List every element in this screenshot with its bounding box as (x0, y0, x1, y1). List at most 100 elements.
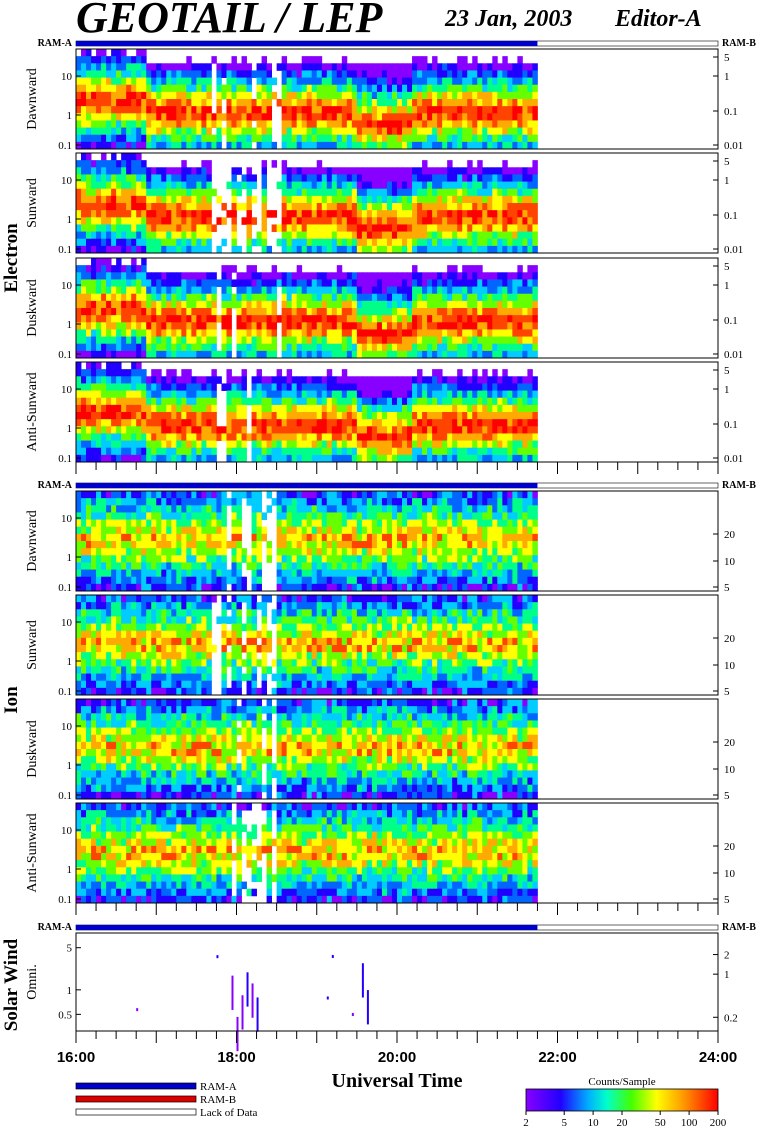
spectrogram-cell (407, 440, 413, 449)
spectrogram-cell (391, 343, 398, 352)
spectrogram-cell (241, 174, 247, 182)
spectrogram-cell (141, 258, 147, 266)
spectrogram-cell (151, 224, 157, 232)
spectrogram-cell (196, 562, 202, 570)
spectrogram-cell (492, 188, 498, 197)
spectrogram-cell (161, 113, 167, 121)
spectrogram-cell (311, 300, 318, 309)
spectrogram-cell (427, 293, 433, 302)
spectrogram-cell (196, 63, 202, 71)
spectrogram-cell (246, 167, 252, 175)
spectrogram-cell (111, 174, 117, 182)
spectrogram-cell (221, 350, 227, 359)
spectrogram-cell (301, 217, 308, 225)
spectrogram-cell (246, 300, 252, 309)
spectrogram-cell (422, 279, 428, 287)
spectrogram-cell (126, 224, 132, 232)
spectrogram-cell (351, 224, 358, 232)
spectrogram-cell (412, 84, 418, 93)
spectrogram-cell (306, 238, 313, 247)
spectrogram-cell (527, 376, 533, 384)
spectrogram-cell (191, 106, 197, 114)
spectrogram-cell (196, 336, 202, 345)
spectrogram-cell (311, 322, 318, 330)
spectrogram-cell (156, 329, 162, 337)
spectrogram-cell (502, 390, 508, 399)
spectrogram-cell (151, 84, 157, 93)
spectrogram-cell (321, 343, 328, 352)
spectrogram-cell (171, 447, 177, 456)
spectrogram-cell (527, 245, 533, 254)
spectrogram-cell (351, 293, 358, 302)
spectrogram-cell (412, 91, 418, 100)
spectrogram-cell (281, 322, 288, 330)
spectrogram-cell (166, 533, 172, 542)
spectrogram-cell (206, 167, 212, 175)
spectrogram-cell (136, 322, 142, 330)
spectrogram-cell (281, 286, 288, 295)
spectrogram-cell (442, 120, 448, 128)
spectrogram-cell (116, 329, 122, 337)
spectrogram-cell (86, 369, 92, 377)
spectrogram-cell (472, 412, 478, 420)
spectrogram-cell (336, 167, 343, 175)
spectrogram-cell (256, 412, 262, 420)
spectrogram-cell (487, 329, 493, 337)
spectrogram-cell (527, 454, 533, 463)
spectrogram-cell (402, 343, 408, 352)
spectrogram-cell (236, 390, 242, 399)
spectrogram-cell (502, 279, 508, 287)
spectrogram-cell (336, 412, 343, 420)
spectrogram-cell (81, 533, 87, 542)
spectrogram-cell (336, 300, 343, 309)
spectrogram-cell (111, 562, 117, 570)
spectrogram-cell (156, 167, 162, 175)
spectrogram-cell (336, 127, 343, 136)
spectrogram-cell (116, 362, 122, 370)
spectrogram-cell (492, 203, 498, 211)
spectrogram-cell (331, 141, 338, 150)
spectrogram-cell (251, 526, 257, 535)
spectrogram-cell (171, 308, 177, 316)
spectrogram-cell (341, 181, 348, 190)
spectrogram-cell (76, 210, 82, 218)
spectrogram-cell (201, 548, 207, 556)
spectrogram-cell (517, 188, 523, 197)
spectrogram-cell (472, 300, 478, 309)
spectrogram-cell (151, 141, 157, 150)
spectrogram-cell (492, 167, 498, 175)
spectrogram-cell (366, 210, 373, 218)
spectrogram-cell (101, 217, 107, 225)
spectrogram-cell (91, 569, 97, 578)
spectrogram-cell (161, 134, 167, 143)
spectrogram-cell (316, 99, 323, 107)
spectrogram-cell (101, 300, 107, 309)
spectrogram-cell (106, 188, 112, 197)
spectrogram-cell (126, 576, 132, 585)
spectrogram-cell (381, 322, 388, 330)
spectrogram-cell (91, 322, 97, 330)
spectrogram-cell (206, 106, 212, 114)
spectrogram-cell (452, 376, 458, 384)
spectrogram-cell (146, 238, 152, 247)
right-tick-label: 0.1 (724, 419, 738, 431)
spectrogram-cell (457, 369, 463, 377)
spectrogram-cell (186, 77, 192, 86)
spectrogram-cell (371, 120, 378, 128)
spectrogram-cell (201, 454, 207, 463)
spectrogram-cell (181, 272, 187, 280)
spectrogram-cell (141, 238, 147, 247)
spectrogram-cell (366, 113, 373, 121)
spectrogram-cell (417, 203, 423, 211)
spectrogram-cell (76, 245, 82, 254)
spectrogram-cell (131, 562, 137, 570)
spectrogram-cell (266, 279, 273, 287)
spectrogram-cell (341, 293, 348, 302)
spectrogram-cell (427, 308, 433, 316)
spectrogram-cell (361, 106, 368, 114)
spectrogram-cell (266, 447, 273, 456)
spectrogram-cell (477, 203, 483, 211)
spectrogram-cell (181, 127, 187, 136)
spectrogram-cell (517, 203, 523, 211)
spectrogram-cell (131, 120, 137, 128)
